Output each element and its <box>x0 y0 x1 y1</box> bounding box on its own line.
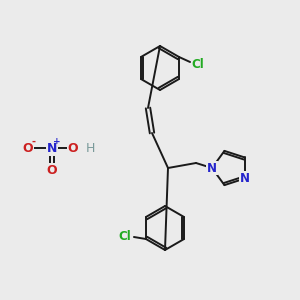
Text: N: N <box>240 172 250 185</box>
Text: O: O <box>23 142 33 154</box>
Text: Cl: Cl <box>192 58 204 70</box>
Text: N: N <box>207 161 217 175</box>
Text: Cl: Cl <box>118 230 131 242</box>
Text: -: - <box>32 137 36 147</box>
Text: +: + <box>53 137 61 146</box>
Text: O: O <box>47 164 57 176</box>
Text: N: N <box>47 142 57 154</box>
Text: O: O <box>68 142 78 154</box>
Text: H: H <box>85 142 95 154</box>
